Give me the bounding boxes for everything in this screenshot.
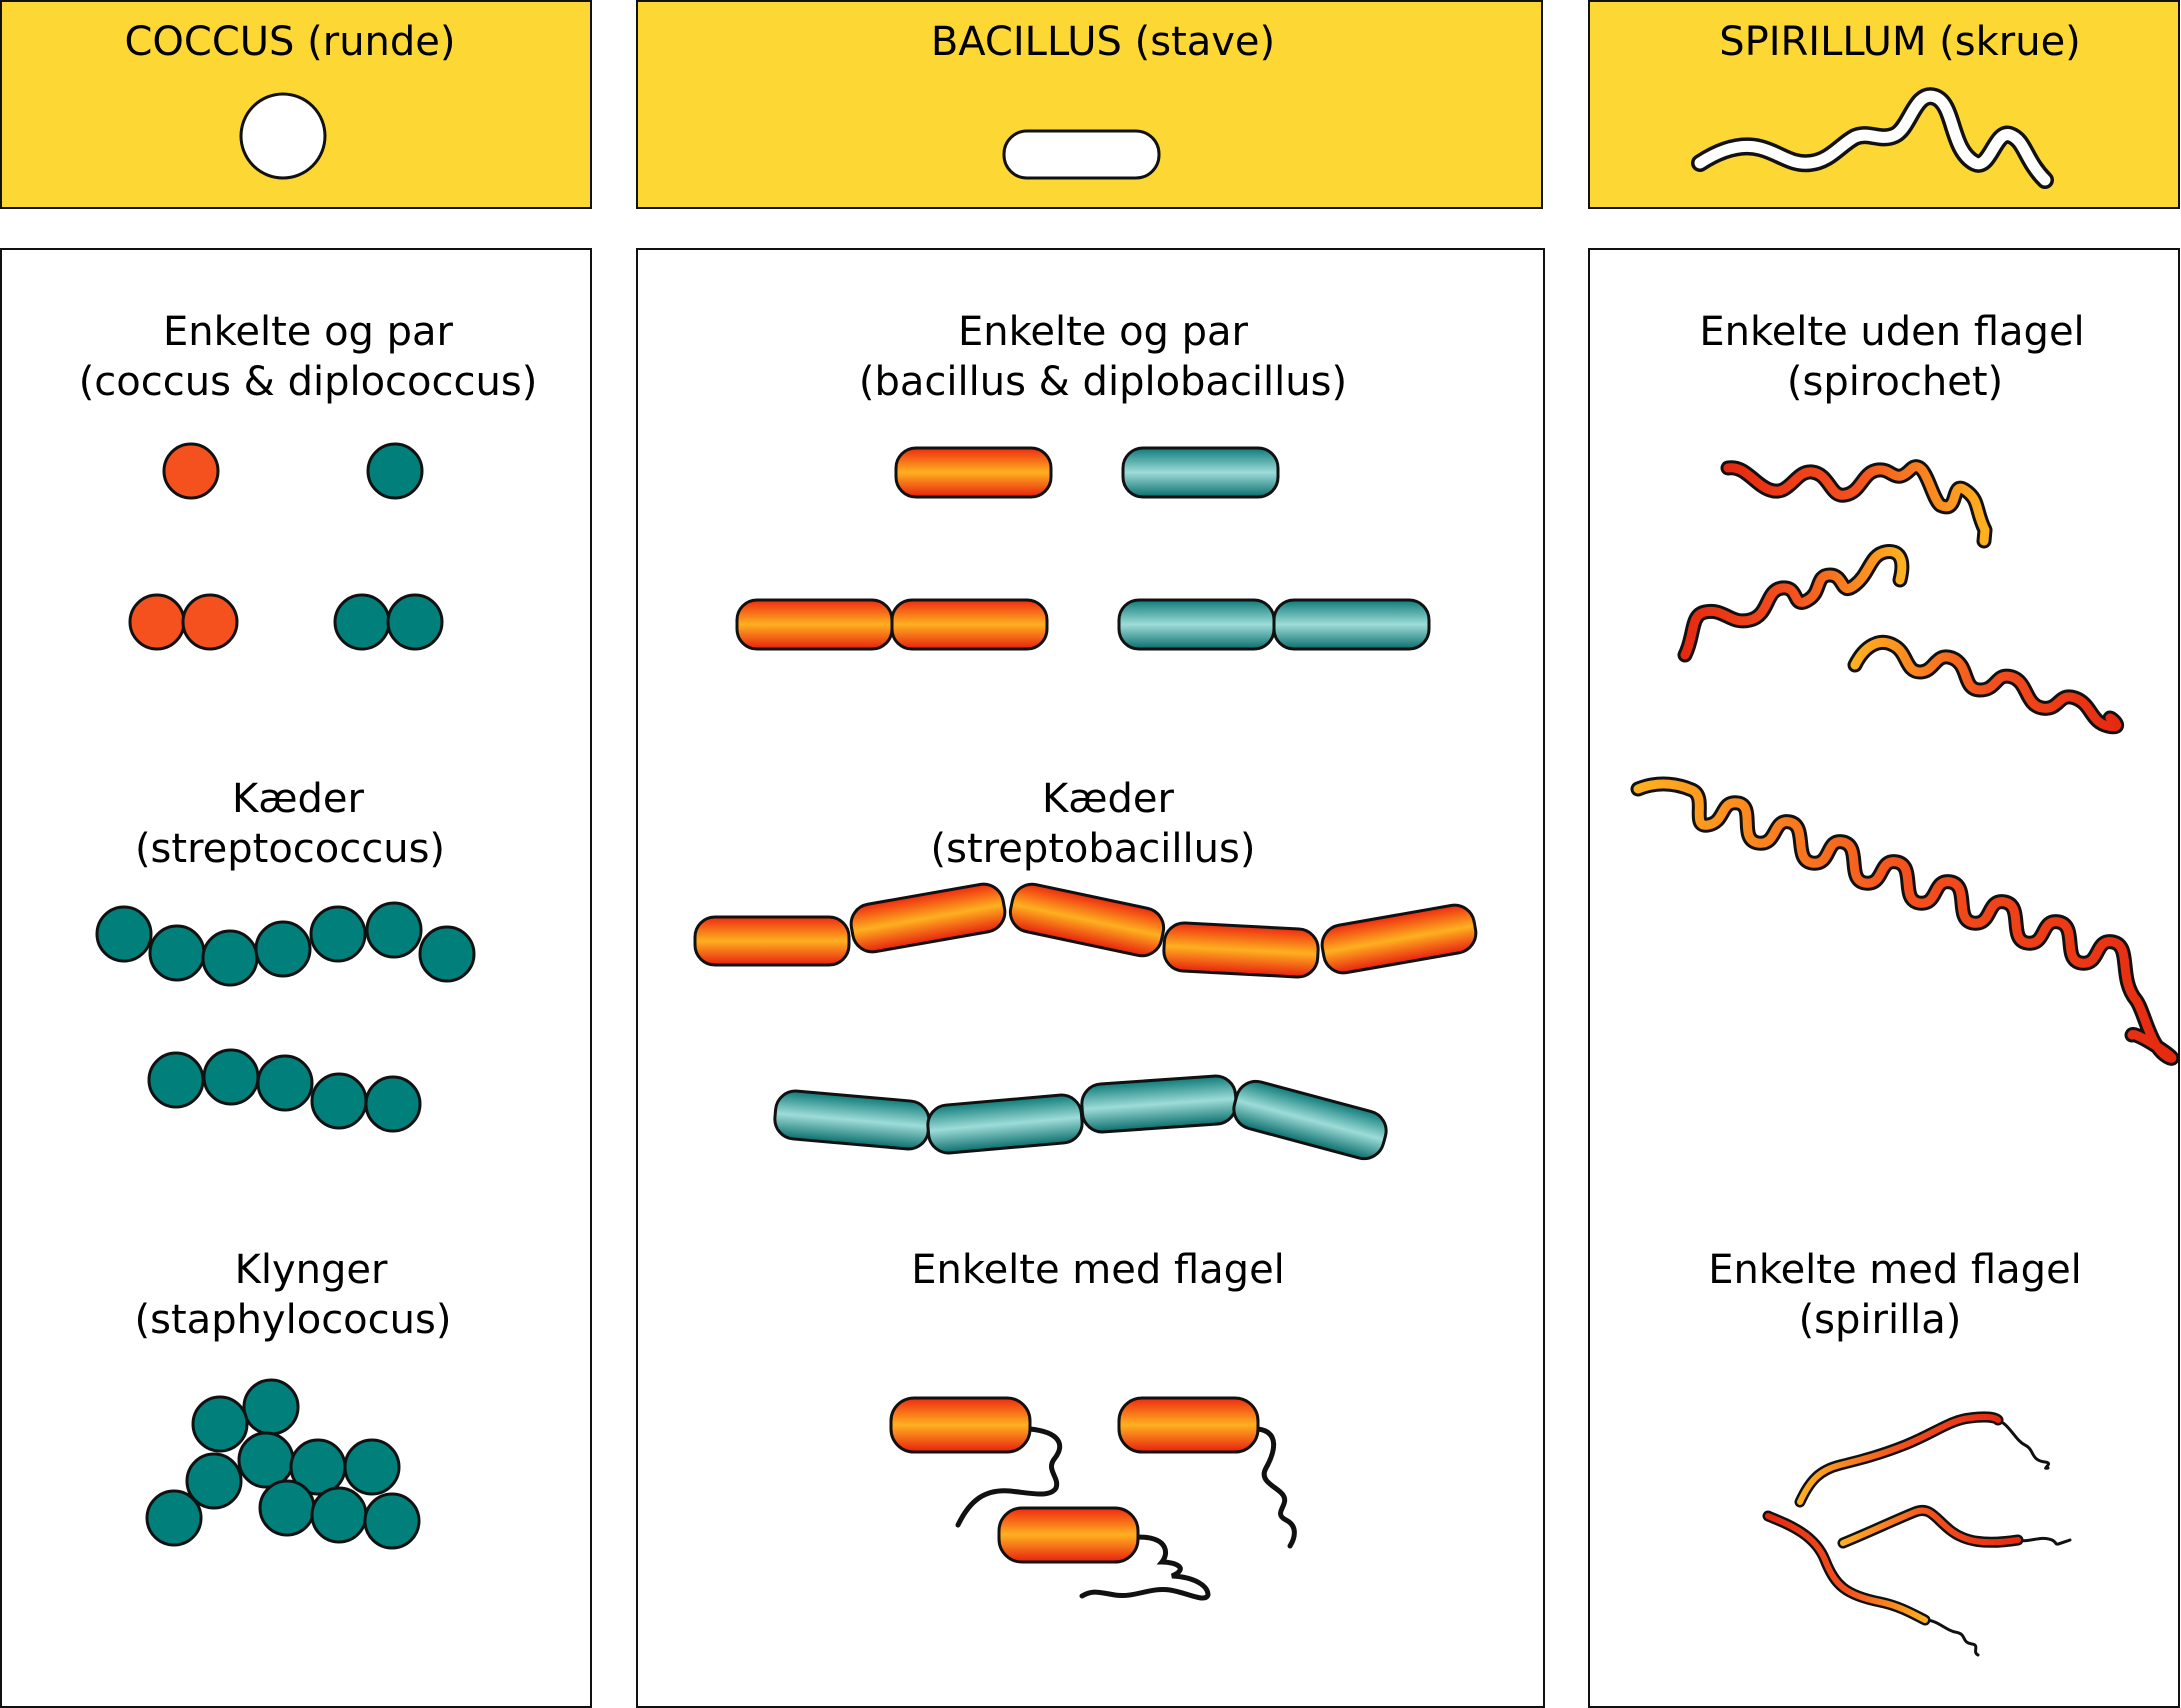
panel-bacillus <box>636 248 1545 1708</box>
coccus-single-teal <box>366 442 424 500</box>
diplobacillus-teal-cell <box>1117 598 1276 651</box>
staphylococcus-cell <box>237 1431 295 1489</box>
bacillus-group1-line2: (bacillus & diplobacillus) <box>859 359 1347 405</box>
spirilla-3 <box>1762 1510 1931 1626</box>
staphylococcus-cell <box>258 1479 316 1537</box>
streptobacillus-chains <box>693 882 1478 1161</box>
spirillum-group1-line2: (spirochet) <box>1787 359 2003 405</box>
bacillus-single-and-pairs <box>735 446 1431 651</box>
bacillus-flagellated-cell <box>997 1506 1140 1564</box>
bacillus-single-orange <box>894 446 1053 499</box>
staphylococcus-cell <box>242 1378 300 1436</box>
streptococcus-cell <box>254 920 312 978</box>
header-coccus-title: COCCUS (runde) <box>124 19 455 65</box>
coccus-single-coral <box>162 442 220 500</box>
diplobacillus-orange-cell <box>735 598 894 651</box>
streptococcus-cell <box>202 1048 260 1106</box>
header-bacillus: BACILLUS (stave) <box>636 0 1543 209</box>
spirilla-1 <box>1794 1411 2004 1508</box>
streptobacillus-orange-cell <box>849 882 1007 954</box>
spirilla-2 <box>1837 1505 2024 1549</box>
streptococcus-chains <box>95 901 476 1133</box>
coccus-shape-icon <box>239 92 327 180</box>
coccus-group3-line1: Klynger <box>235 1247 388 1293</box>
streptococcus-cell <box>309 905 367 963</box>
spirochete-3 <box>1847 634 2125 735</box>
bacillus-group2-line1: Kæder <box>1042 776 1175 822</box>
diplococcus-teal-cell <box>333 593 391 651</box>
streptococcus-cell <box>256 1054 314 1112</box>
coccus-group2-line1: Kæder <box>232 776 365 822</box>
header-bacillus-title: BACILLUS (stave) <box>931 19 1275 65</box>
bacillus-group3-line1: Enkelte med flagel <box>911 1247 1285 1293</box>
diplobacillus-teal-cell <box>1272 598 1431 651</box>
staphylococcus-cell <box>343 1438 401 1496</box>
spirillum-group2-line2: (spirilla) <box>1799 1297 1962 1343</box>
staphylococcus-cell <box>310 1486 368 1544</box>
spirochete-1 <box>1720 459 1993 549</box>
streptococcus-cell <box>201 929 259 987</box>
flagellum-icon <box>955 1426 1297 1601</box>
bacillus-group1-line1: Enkelte og par <box>958 309 1249 355</box>
header-spirillum: SPIRILLUM (skrue) <box>1588 0 2180 209</box>
streptococcus-cell <box>95 905 153 963</box>
spirochetes <box>1630 459 2180 1066</box>
streptobacillus-orange-cell <box>1008 882 1166 958</box>
staphylococcus-cell <box>363 1492 421 1550</box>
streptobacillus-orange-cell <box>1320 903 1478 975</box>
header-spirillum-title: SPIRILLUM (skrue) <box>1719 19 2081 65</box>
spirillum-shape-icon <box>1691 87 2054 189</box>
diplococcus-coral-cell <box>128 593 186 651</box>
diplococcus-teal-cell <box>386 593 444 651</box>
spirilla-with-flagella <box>1762 1411 2072 1657</box>
bacillus-group2-line2: (streptobacillus) <box>931 826 1256 872</box>
streptococcus-cell <box>418 925 476 983</box>
streptococcus-cell <box>148 924 206 982</box>
bacillus-single-teal <box>1121 446 1280 499</box>
staphylococcus-cell <box>191 1395 249 1453</box>
diplococcus-coral-cell <box>181 593 239 651</box>
diplobacillus-orange-cell <box>890 598 1049 651</box>
streptobacillus-orange-cell <box>1162 921 1320 979</box>
spirillum-group2-line1: Enkelte med flagel <box>1708 1247 2082 1293</box>
spirochete-long <box>1630 776 2180 1066</box>
coccus-group1-line2: (coccus & diplococcus) <box>79 359 538 405</box>
streptococcus-cell <box>364 1075 422 1133</box>
coccus-group2-line2: (streptococcus) <box>135 826 445 872</box>
staphylococcus-cell <box>185 1452 243 1510</box>
spirillum-group1-line1: Enkelte uden flagel <box>1699 309 2084 355</box>
streptococcus-cell <box>365 901 423 959</box>
streptobacillus-teal-cell <box>1232 1079 1388 1161</box>
staphylococcus-cell <box>145 1489 203 1547</box>
bacillus-flagellated-cell <box>889 1396 1032 1454</box>
coccus-group3-line2: (staphylococus) <box>135 1297 452 1343</box>
streptococcus-cell <box>147 1051 205 1109</box>
streptococcus-cell <box>310 1072 368 1130</box>
streptobacillus-teal-cell <box>1080 1074 1238 1134</box>
flagellum-icon <box>1923 1418 2072 1657</box>
coccus-single-and-pairs <box>128 442 444 651</box>
spirochete-2 <box>1677 544 1910 663</box>
staphylococcus-cluster <box>145 1378 421 1550</box>
coccus-group1-line1: Enkelte og par <box>163 309 454 355</box>
streptobacillus-orange-cell <box>693 915 851 967</box>
bacillus-with-flagella <box>889 1396 1297 1601</box>
bacillus-shape-icon <box>1002 129 1161 180</box>
panel-spirillum <box>1588 248 2180 1708</box>
header-coccus: COCCUS (runde) <box>0 0 592 209</box>
bacillus-flagellated-cell <box>1117 1396 1260 1454</box>
